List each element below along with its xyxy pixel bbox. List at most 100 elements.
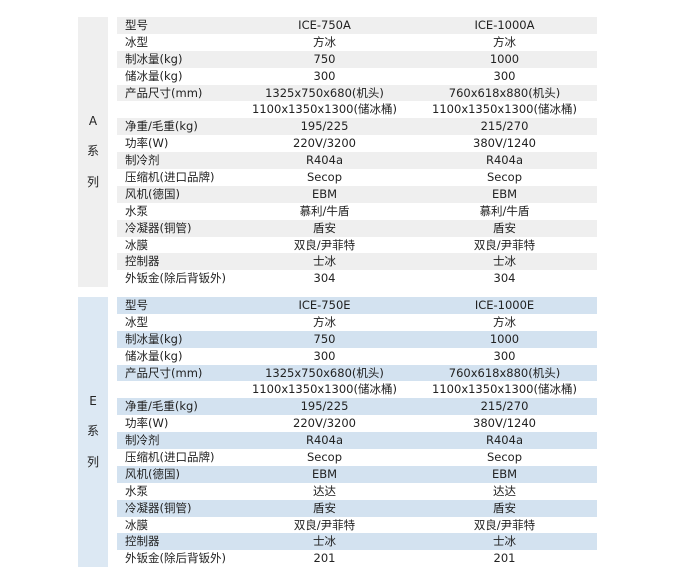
spec-value: 760x618x880(机头) (448, 85, 561, 100)
series-label-char: A (88, 114, 98, 128)
spec-label (117, 381, 237, 398)
spec-value: 220V/3200 (293, 416, 356, 431)
table-row: 1100x1350x1300(储冰桶) 1100x1350x1300(储冰桶) (117, 381, 597, 398)
spec-value: R404a (486, 433, 523, 448)
spec-label: 型号 (125, 298, 148, 312)
table-row: 制冰量(kg) 750 1000 (117, 50, 597, 68)
spec-rows: 型号 ICE-750E ICE-1000E 冰型 方冰 方冰 制冰量(kg) 750 1000 储… (117, 297, 597, 567)
spec-value: 盾安 (493, 500, 516, 515)
spec-value: 方冰 (493, 314, 516, 329)
series-label: E 系列 (78, 297, 108, 567)
spec-value: 1100x1350x1300(储冰桶) (252, 382, 397, 397)
spec-value: 220V/3200 (293, 136, 356, 151)
spec-label: 产品尺寸(mm) (125, 365, 203, 380)
spec-value: R404a (306, 433, 343, 448)
table-row: 净重/毛重(kg) 195/225 215/270 (117, 118, 597, 136)
table-row: 外钣金(除后背钣外) 201 201 (117, 550, 597, 567)
spec-value: 双良/尹菲特 (293, 237, 356, 252)
table-row: 制冷剂 R404a R404a (117, 432, 597, 450)
spec-value: ICE-750A (298, 18, 351, 32)
spec-value: EBM (491, 186, 518, 201)
spec-value: 750 (313, 51, 336, 66)
spec-value: 304 (313, 271, 336, 286)
spec-label: 功率(W) (125, 416, 169, 431)
spec-label: 净重/毛重(kg) (125, 119, 198, 134)
table-row: 外钣金(除后背钣外) 304 304 (117, 270, 597, 287)
spec-value: 双良/尹菲特 (473, 237, 536, 252)
spec-label: 功率(W) (125, 136, 169, 151)
spec-value: 慕利/牛盾 (299, 203, 350, 218)
spec-value: 195/225 (300, 399, 349, 414)
spec-value: 方冰 (313, 34, 336, 49)
spec-value: 盾安 (313, 500, 336, 515)
table-row: 压缩机(进口品牌) Secop Secop (117, 169, 597, 186)
spec-value: 195/225 (300, 119, 349, 134)
series-label-char: 系 (86, 144, 99, 158)
spec-label: 制冰量(kg) (125, 331, 183, 346)
spec-label: 压缩机(进口品牌) (125, 450, 215, 465)
spec-value: 士冰 (313, 254, 336, 269)
spec-label: 外钣金(除后背钣外) (125, 271, 226, 286)
spec-value: EBM (491, 466, 518, 481)
table-row: 制冰量(kg) 750 1000 (117, 330, 597, 348)
spec-label: 制冷剂 (125, 153, 160, 168)
table-row: 风机(德国) EBM EBM (117, 185, 597, 203)
table-row: 压缩机(进口品牌) Secop Secop (117, 449, 597, 466)
spec-value: EBM (311, 466, 338, 481)
table-row: 储冰量(kg) 300 300 (117, 68, 597, 85)
table-row: 产品尺寸(mm) 1325x750x680(机头) 760x618x880(机头) (117, 84, 597, 102)
spec-label: 冰膜 (125, 517, 148, 532)
table-row: 水泵 慕利/牛盾 慕利/牛盾 (117, 203, 597, 220)
spec-label: 冰型 (125, 34, 148, 49)
spec-label: 产品尺寸(mm) (125, 85, 203, 100)
spec-label: 净重/毛重(kg) (125, 399, 198, 414)
table-row: 水泵 达达 达达 (117, 483, 597, 500)
spec-label: 水泵 (125, 483, 148, 498)
table-row: 功率(W) 220V/3200 380V/1240 (117, 415, 597, 432)
spec-value: 方冰 (313, 314, 336, 329)
spec-rows: 型号 ICE-750A ICE-1000A 冰型 方冰 方冰 制冰量(kg) 750 1000 储… (117, 17, 597, 287)
e-series-table: E 系列 型号 ICE-750E ICE-1000E 冰型 方冰 方冰 制冰量(kg) 750 1… (78, 297, 597, 567)
spec-label: 制冰量(kg) (125, 51, 183, 66)
series-label-char: E (89, 394, 97, 408)
table-row: 控制器 士冰 士冰 (117, 533, 597, 551)
spec-value: Secop (306, 450, 343, 465)
spec-value: 201 (313, 551, 336, 566)
spec-value: 304 (493, 271, 516, 286)
table-row: 冷凝器(铜管) 盾安 盾安 (117, 219, 597, 237)
series-label: A 系列 (78, 17, 108, 287)
spec-value: 1100x1350x1300(储冰桶) (252, 102, 397, 117)
spec-value: 300 (493, 68, 516, 83)
table-row: 型号 ICE-750E ICE-1000E (117, 297, 597, 314)
spec-value: 双良/尹菲特 (293, 517, 356, 532)
spec-value: 300 (313, 348, 336, 363)
spec-label (117, 101, 237, 118)
spec-value: 750 (313, 331, 336, 346)
table-row: 冷凝器(铜管) 盾安 盾安 (117, 499, 597, 517)
spec-label: 控制器 (125, 534, 160, 549)
table-row: 型号 ICE-750A ICE-1000A (117, 17, 597, 34)
table-row: 产品尺寸(mm) 1325x750x680(机头) 760x618x880(机头) (117, 364, 597, 382)
spec-value: 201 (493, 551, 516, 566)
spec-value: 1000 (489, 331, 520, 346)
spec-value: ICE-1000A (474, 18, 535, 32)
spec-value: 盾安 (493, 220, 516, 235)
spec-label: 压缩机(进口品牌) (125, 170, 215, 185)
spec-value: Secop (486, 450, 523, 465)
spec-label: 水泵 (125, 203, 148, 218)
spec-value: Secop (306, 170, 343, 185)
table-row: 冰型 方冰 方冰 (117, 314, 597, 331)
spec-value: 300 (493, 348, 516, 363)
spec-value: 达达 (313, 483, 336, 498)
spec-value: 盾安 (313, 220, 336, 235)
table-row: 控制器 士冰 士冰 (117, 253, 597, 271)
spec-label: 风机(德国) (125, 186, 180, 201)
spec-value: 380V/1240 (473, 416, 536, 431)
spec-value: 1100x1350x1300(储冰桶) (432, 382, 577, 397)
spec-label: 储冰量(kg) (125, 348, 183, 363)
spec-value: 1325x750x680(机头) (265, 365, 384, 380)
spec-value: 达达 (493, 483, 516, 498)
table-row: 冰型 方冰 方冰 (117, 34, 597, 51)
spec-label: 冷凝器(铜管) (125, 220, 192, 235)
spec-value: 215/270 (480, 119, 529, 134)
